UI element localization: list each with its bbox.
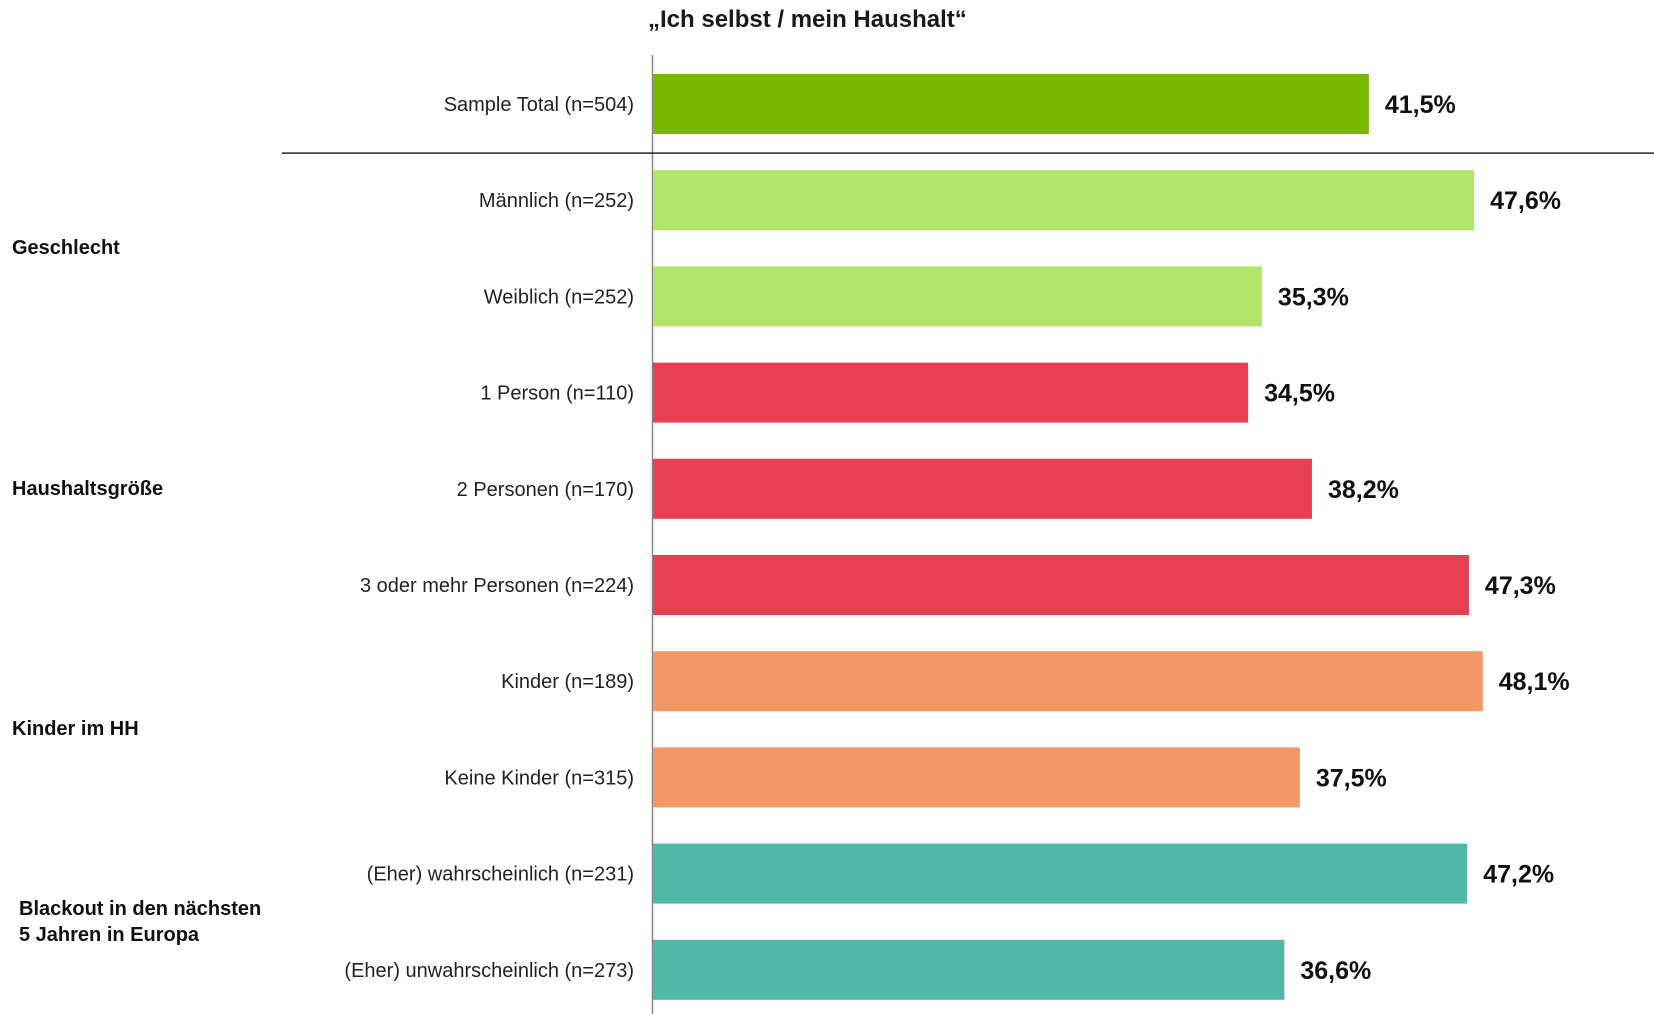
bar-5 — [653, 555, 1469, 615]
data-label-9: 36,6% — [1300, 957, 1371, 985]
group-label-2: Kinder im HH — [12, 718, 139, 741]
group-label-1: Haushaltsgröße — [12, 477, 164, 500]
data-label-3: 34,5% — [1264, 380, 1335, 408]
data-label-7: 37,5% — [1316, 764, 1387, 792]
category-label-7: Keine Kinder (n=315) — [444, 767, 634, 789]
category-label-6: Kinder (n=189) — [501, 671, 634, 693]
bar-1 — [653, 170, 1475, 231]
category-label-3: 1 Person (n=110) — [480, 383, 634, 405]
group-label-0: Geschlecht — [12, 237, 120, 260]
bar-3 — [653, 362, 1249, 423]
category-label-5: 3 oder mehr Personen (n=224) — [360, 575, 634, 597]
bar-9 — [653, 939, 1285, 1000]
data-label-8: 47,2% — [1483, 861, 1554, 889]
data-label-4: 38,2% — [1328, 476, 1399, 504]
bar-8 — [653, 843, 1468, 904]
data-label-2: 35,3% — [1278, 283, 1349, 311]
category-label-4: 2 Personen (n=170) — [457, 479, 634, 501]
group-label-3: Blackout in den nächsten 5 Jahren in Eur… — [19, 897, 262, 946]
category-label-2: Weiblich (n=252) — [484, 286, 634, 308]
data-label-0: 41,5% — [1385, 91, 1456, 119]
category-label-1: Männlich (n=252) — [479, 190, 634, 212]
category-label-8: (Eher) wahrscheinlich (n=231) — [367, 864, 634, 886]
data-label-5: 47,3% — [1485, 572, 1556, 600]
chart-title-text: „Ich selbst / mein Haushalt“ — [648, 6, 967, 33]
bar-4 — [653, 458, 1312, 519]
bar-0 — [653, 74, 1369, 134]
bar-2 — [653, 266, 1262, 327]
bar-7 — [653, 747, 1300, 808]
data-label-1: 47,6% — [1490, 187, 1561, 215]
bar-6 — [653, 651, 1483, 712]
category-label-9: (Eher) unwahrscheinlich (n=273) — [344, 960, 634, 982]
category-label-0: Sample Total (n=504) — [444, 94, 634, 116]
data-label-6: 48,1% — [1499, 668, 1570, 696]
